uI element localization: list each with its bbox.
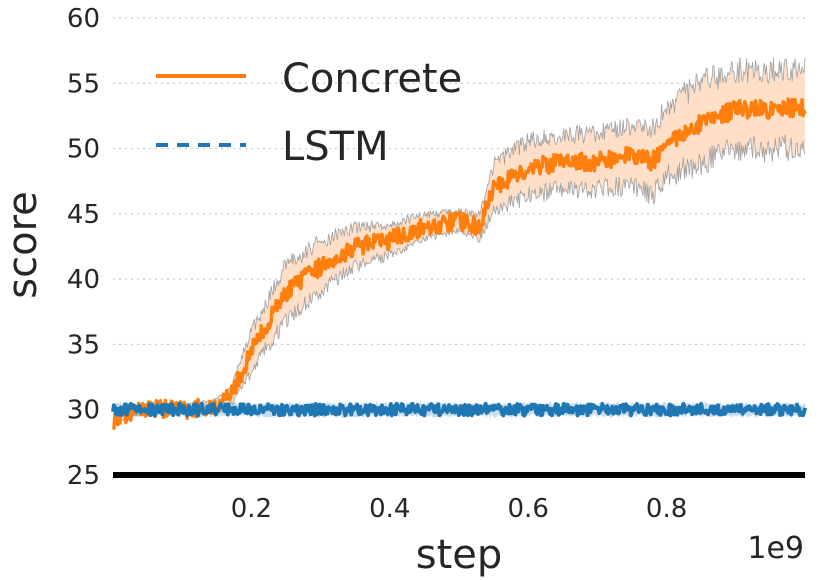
x-tick-label: 0.2 (231, 494, 272, 524)
band-upper-concrete (112, 57, 806, 419)
y-axis-label: score (0, 191, 46, 298)
confidence-bands (112, 57, 806, 425)
x-tick-label: 0.4 (369, 494, 410, 524)
series-line-lstm (111, 401, 807, 418)
legend-label-lstm: LSTM (282, 124, 389, 170)
series-lines (111, 97, 807, 431)
series-line-concrete (111, 97, 807, 431)
legend: Concrete LSTM (156, 56, 462, 170)
x-tick-labels: 0.2 0.4 0.6 0.8 (231, 494, 688, 524)
x-axis-offset-label: 1e9 (747, 531, 804, 566)
y-tick-label: 40 (67, 265, 100, 295)
x-tick-label: 0.8 (646, 494, 687, 524)
legend-label-concrete: Concrete (282, 56, 462, 102)
y-tick-label: 35 (67, 330, 100, 360)
x-tick-label: 0.6 (508, 494, 549, 524)
y-tick-label: 25 (67, 461, 100, 491)
y-tick-label: 60 (67, 4, 100, 34)
y-tick-labels: 25 30 35 40 45 50 55 60 (67, 4, 100, 491)
x-axis-label: step (416, 532, 503, 578)
y-tick-label: 45 (67, 200, 100, 230)
y-tick-label: 55 (67, 69, 100, 99)
band-concrete (113, 57, 805, 425)
y-tick-label: 30 (67, 396, 100, 426)
y-tick-label: 50 (67, 135, 100, 165)
